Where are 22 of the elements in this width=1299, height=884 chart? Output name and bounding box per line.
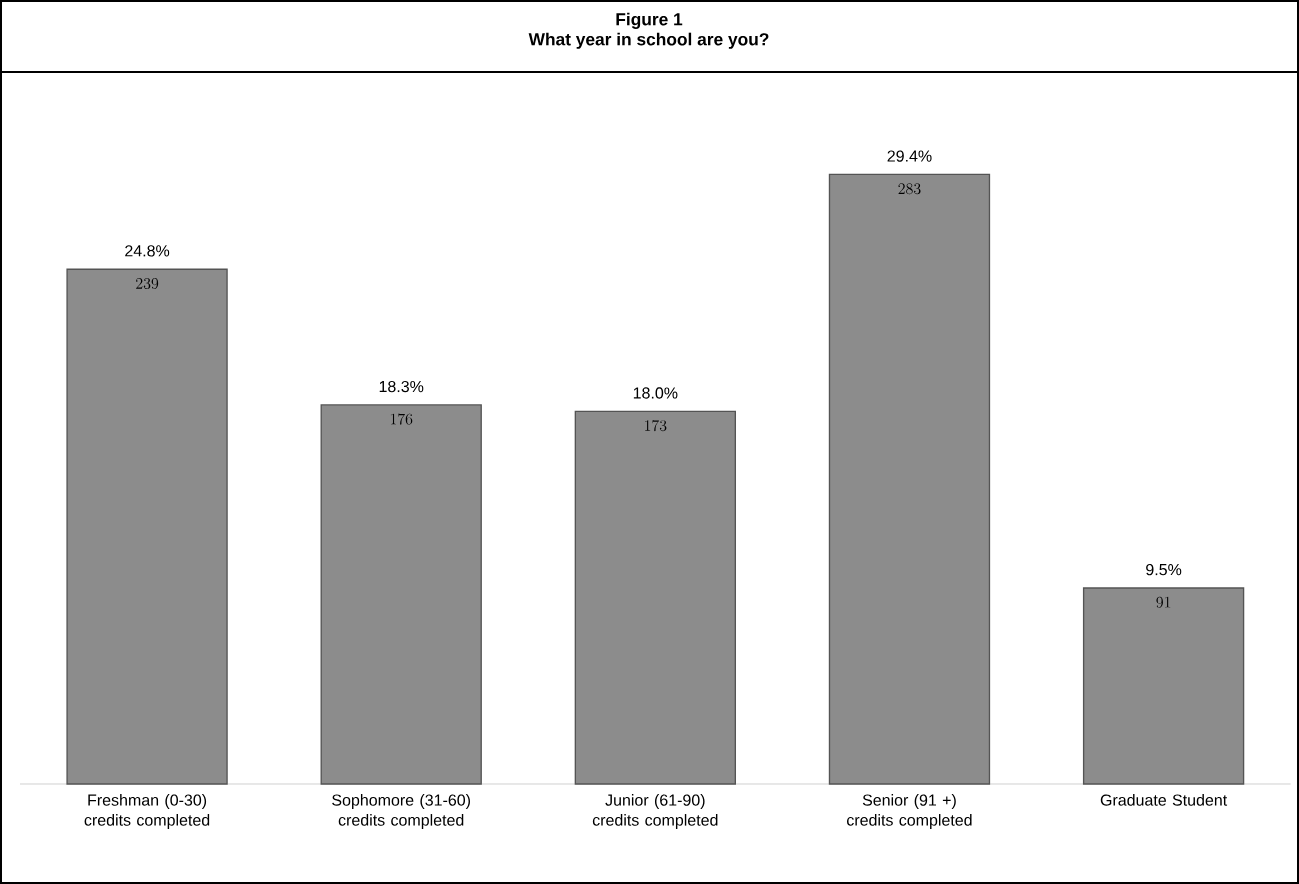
annotation: 18.3% (379, 380, 424, 393)
data-label: 91 (1156, 596, 1171, 608)
x-tick-label: Senior (91 +) credits completed (847, 794, 972, 829)
x-tick-label: Junior (61-90) credits completed (592, 794, 718, 829)
chart-title: Figure 1 (616, 12, 683, 29)
annotation: 9.5% (1146, 563, 1182, 576)
bar (574, 410, 737, 785)
data-label: 173 (645, 419, 667, 432)
bar (1082, 587, 1245, 785)
x-tick-label: Graduate Student (1100, 794, 1228, 806)
annotation: 24.8% (125, 245, 170, 257)
chart-subtitle: What year in school are you? (528, 32, 769, 49)
data-label: 283 (898, 183, 921, 195)
annotation: 18.0% (633, 387, 678, 399)
bar (66, 268, 228, 785)
x-tick-label: Sophomore (31-60) credits completed (332, 794, 470, 829)
x-tick-label: Freshman (0-30) credits completed (84, 794, 210, 829)
data-label: 239 (136, 278, 159, 289)
annotation: 29.4% (887, 150, 932, 162)
bar (320, 404, 482, 785)
data-label: 176 (390, 413, 413, 425)
bar (828, 173, 991, 785)
